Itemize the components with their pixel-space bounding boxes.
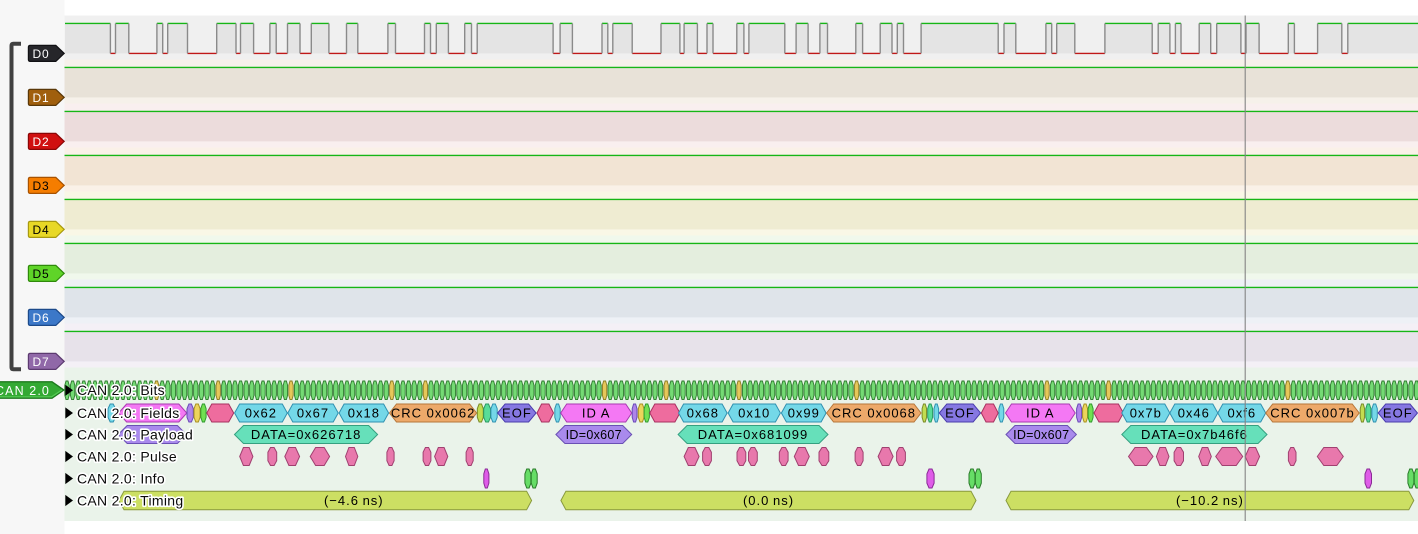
svg-text:0x10: 0x10 xyxy=(738,406,770,421)
svg-text:EOF: EOF xyxy=(1383,406,1413,421)
svg-text:0xf6: 0xf6 xyxy=(1228,406,1257,421)
svg-text:D1: D1 xyxy=(33,91,50,105)
svg-text:D2: D2 xyxy=(33,135,50,149)
svg-text:ID A: ID A xyxy=(1026,406,1055,421)
svg-text:EOF: EOF xyxy=(945,406,975,421)
svg-text:0x68: 0x68 xyxy=(687,406,719,421)
svg-text:CAN 2.0: Timing: CAN 2.0: Timing xyxy=(77,492,183,508)
svg-text:D6: D6 xyxy=(33,311,50,325)
svg-text:DATA=0x681099: DATA=0x681099 xyxy=(698,427,808,442)
svg-text:CAN 2.0: Payload: CAN 2.0: Payload xyxy=(77,426,193,442)
svg-text:CAN 2.0: Pulse: CAN 2.0: Pulse xyxy=(77,448,177,464)
svg-text:CRC 0x0062: CRC 0x0062 xyxy=(391,406,475,421)
svg-text:(−4.6 ns): (−4.6 ns) xyxy=(324,493,384,508)
svg-text:CRC 0x007b: CRC 0x007b xyxy=(1270,406,1354,421)
svg-text:DATA=0x7b46f6: DATA=0x7b46f6 xyxy=(1141,427,1248,442)
svg-text:0x7b: 0x7b xyxy=(1130,406,1162,421)
svg-text:D7: D7 xyxy=(33,355,50,369)
svg-text:CRC 0x0068: CRC 0x0068 xyxy=(832,406,916,421)
svg-text:ID A: ID A xyxy=(582,406,611,421)
svg-text:CAN 2.0: Fields: CAN 2.0: Fields xyxy=(77,405,180,421)
svg-text:ID=0x607: ID=0x607 xyxy=(1013,428,1069,442)
svg-text:0x62: 0x62 xyxy=(245,406,277,421)
svg-text:ID=0x607: ID=0x607 xyxy=(566,428,622,442)
svg-text:0x46: 0x46 xyxy=(1178,406,1210,421)
svg-text:(−10.2 ns): (−10.2 ns) xyxy=(1176,493,1244,508)
svg-text:D3: D3 xyxy=(33,179,50,193)
svg-text:DATA=0x626718: DATA=0x626718 xyxy=(251,427,361,442)
svg-text:(0.0 ns): (0.0 ns) xyxy=(743,493,794,508)
svg-text:CAN 2.0: Bits: CAN 2.0: Bits xyxy=(77,382,165,398)
svg-text:0x99: 0x99 xyxy=(788,406,820,421)
svg-text:0x67: 0x67 xyxy=(297,406,329,421)
svg-text:0x18: 0x18 xyxy=(348,406,380,421)
svg-text:D4: D4 xyxy=(33,223,50,237)
svg-text:EOF: EOF xyxy=(502,406,532,421)
svg-text:D0: D0 xyxy=(33,47,50,61)
svg-text:CAN 2.0: Info: CAN 2.0: Info xyxy=(77,470,165,486)
svg-text:D5: D5 xyxy=(33,267,50,281)
svg-text:CAN 2.0: CAN 2.0 xyxy=(0,384,50,398)
